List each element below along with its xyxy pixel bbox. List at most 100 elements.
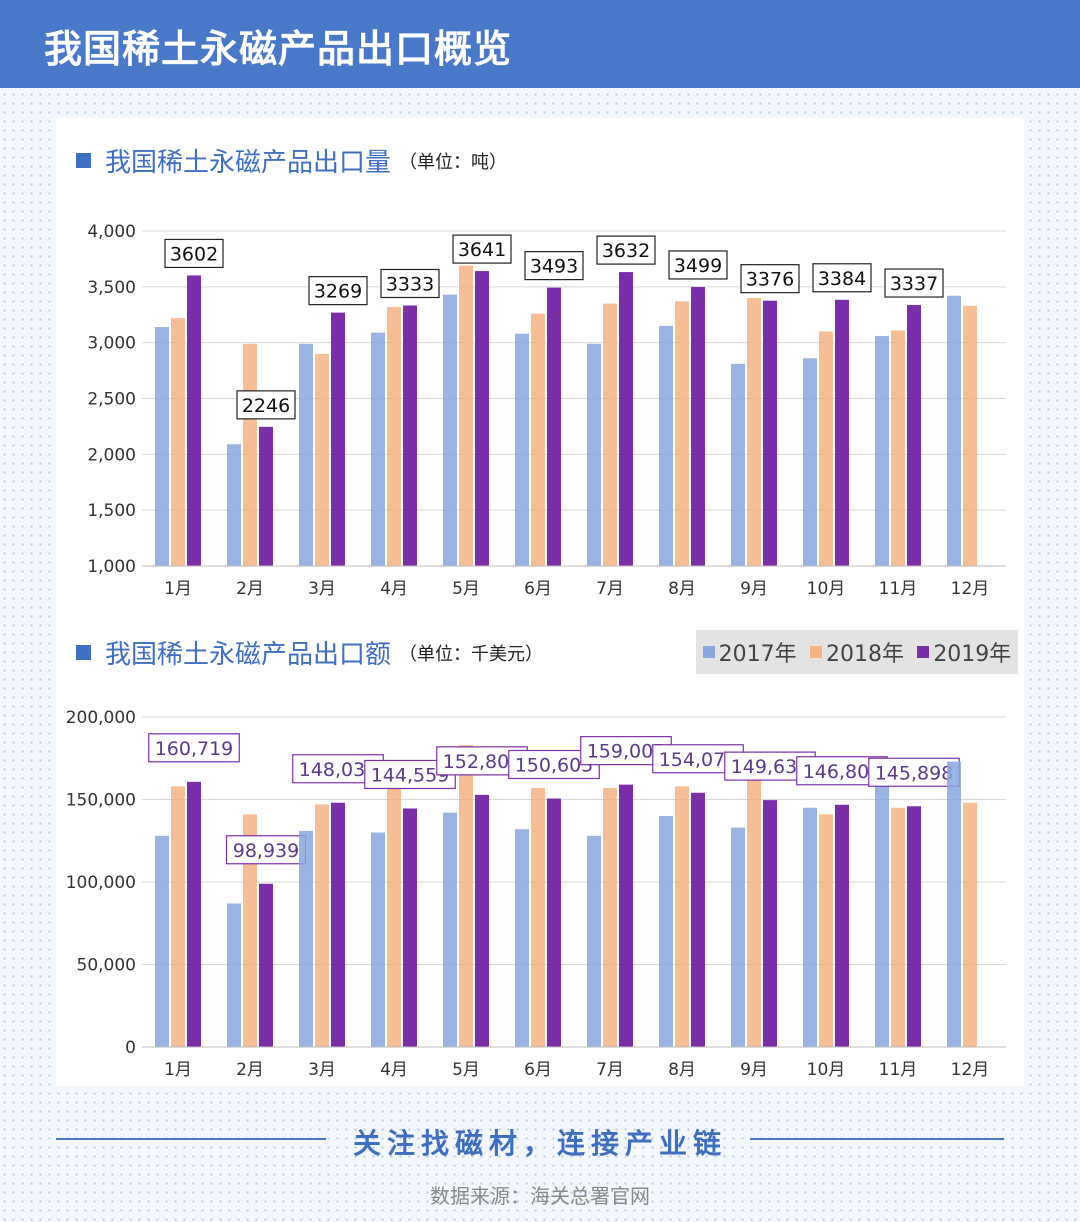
y-tick-label: 2,000 [87, 445, 136, 465]
bar-2019年 [403, 305, 417, 566]
data-label: 3333 [386, 273, 434, 295]
data-label-box [380, 268, 440, 299]
y-tick-label: 4,000 [87, 222, 136, 242]
bar-2017年 [587, 343, 601, 566]
bar-2017年 [947, 295, 961, 566]
x-tick-label: 8月 [668, 579, 696, 599]
bar-2019年 [691, 286, 705, 566]
header-bar: 我国稀土永磁产品出口概览 [0, 0, 1080, 88]
bar-2019年 [187, 275, 201, 566]
bar-2017年 [443, 812, 457, 1047]
bar-2019年 [475, 794, 489, 1047]
legend-swatch [809, 646, 822, 658]
x-tick-label: 4月 [380, 1060, 408, 1080]
data-label: 150,605 [515, 755, 594, 777]
bar-2017年 [299, 830, 313, 1047]
bar-2019年 [763, 800, 777, 1047]
y-tick-label: 1,500 [87, 501, 136, 521]
x-tick-label: 6月 [524, 1060, 552, 1080]
x-tick-label: 1月 [164, 1060, 192, 1080]
y-tick-label: 2,500 [87, 390, 136, 410]
x-tick-label: 12月 [951, 579, 990, 599]
bar-2017年 [371, 832, 385, 1047]
bar-2018年 [675, 301, 689, 566]
x-tick-label: 9月 [740, 1060, 768, 1080]
data-label: 3337 [890, 273, 938, 295]
title-square-icon [76, 153, 91, 168]
bar-2017年 [803, 358, 817, 566]
bar-2017年 [803, 807, 817, 1047]
bar-2017年 [515, 333, 529, 566]
bar-2019年 [835, 299, 849, 566]
bar-2017年 [227, 444, 241, 566]
data-label-box [812, 263, 872, 293]
x-tick-label: 2月 [236, 1060, 264, 1080]
data-label-box [868, 757, 960, 787]
y-tick-label: 150,000 [66, 791, 136, 811]
title-square-icon [76, 645, 91, 660]
data-label: 154,079 [659, 749, 738, 771]
data-label: 3632 [602, 240, 650, 262]
bar-2018年 [891, 807, 905, 1047]
data-label: 160,719 [155, 738, 234, 760]
chart1-unit: （单位：吨） [399, 151, 508, 173]
bar-2018年 [459, 745, 473, 1047]
bar-2019年 [691, 792, 705, 1047]
bar-2018年 [171, 786, 185, 1047]
bar-2019年 [763, 300, 777, 566]
bar-2018年 [531, 313, 545, 566]
footer-divider-left [56, 1138, 326, 1140]
legend-item-2018: 2018年 [809, 636, 904, 668]
bar-2019年 [619, 784, 633, 1047]
bar-2018年 [387, 306, 401, 566]
bar-2018年 [891, 330, 905, 566]
x-tick-label: 3月 [308, 1060, 336, 1080]
bar-2019年 [259, 426, 273, 566]
bar-2018年 [243, 814, 257, 1047]
data-label: 3384 [818, 268, 866, 290]
footer-slogan: 关注找磁材，连接产业链 [352, 1127, 727, 1160]
data-label: 3602 [170, 243, 218, 265]
legend-label: 2018年 [825, 642, 904, 667]
data-label: 3499 [674, 255, 722, 277]
x-tick-label: 8月 [668, 1060, 696, 1080]
y-tick-label: 200,000 [66, 708, 136, 728]
x-tick-label: 11月 [879, 1060, 918, 1080]
bar-2019年 [187, 781, 201, 1047]
chart2-unit: （单位：千美元） [399, 643, 544, 665]
x-tick-label: 1月 [164, 579, 192, 599]
y-tick-label: 3,000 [87, 334, 136, 354]
bar-2017年 [155, 835, 169, 1047]
data-source: 数据来源：海关总署官网 [430, 1184, 650, 1208]
chart2-title: 我国稀土永磁产品出口额 [105, 640, 392, 670]
bar-2019年 [403, 808, 417, 1047]
data-label: 144,559 [371, 764, 450, 786]
bar-2019年 [547, 287, 561, 566]
data-label: 3376 [746, 269, 794, 291]
bar-2018年 [747, 778, 761, 1047]
data-label: 149,631 [731, 756, 810, 778]
y-tick-label: 50,000 [77, 956, 136, 976]
bar-2018年 [171, 318, 185, 566]
bar-2018年 [531, 787, 545, 1047]
data-label: 98,939 [233, 840, 299, 862]
bar-2019年 [907, 305, 921, 566]
page-title: 我国稀土永磁产品出口概览 [44, 27, 513, 71]
legend: 2017年 2018年 2019年 [696, 630, 1018, 674]
bar-2017年 [659, 816, 673, 1047]
x-tick-label: 6月 [524, 579, 552, 599]
data-label: 3493 [530, 256, 578, 278]
data-label-box [164, 238, 224, 269]
x-tick-label: 4月 [380, 579, 408, 599]
bar-2017年 [515, 829, 529, 1047]
bar-2018年 [459, 265, 473, 566]
data-label-box [884, 268, 944, 298]
x-tick-label: 9月 [740, 579, 768, 599]
data-label: 3269 [314, 281, 362, 303]
chart1-title-row: 我国稀土永磁产品出口量 （单位：吨） [76, 142, 507, 179]
x-tick-label: 12月 [951, 1060, 990, 1080]
legend-label: 2017年 [718, 642, 797, 667]
y-tick-label: 100,000 [66, 873, 136, 893]
data-label-box [596, 235, 656, 265]
